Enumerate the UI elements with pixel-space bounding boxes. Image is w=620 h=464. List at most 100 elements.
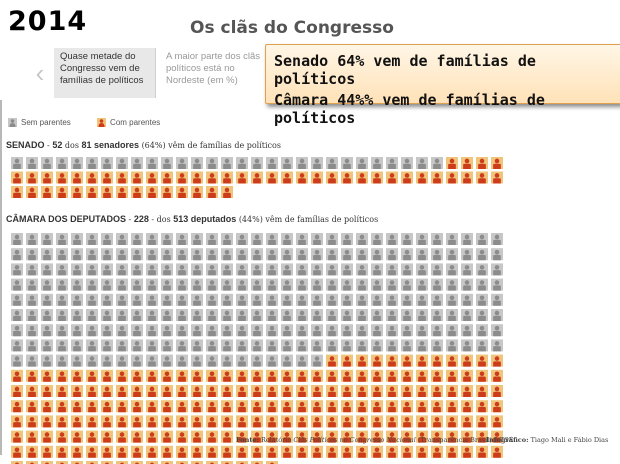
waffle-cell-with-relatives xyxy=(491,400,503,413)
senado-heading: SENADO - 52 dos 81 senadores (64%) vêm d… xyxy=(6,140,281,150)
waffle-cell-with-relatives xyxy=(296,385,308,397)
waffle-cell-without-relatives xyxy=(431,293,443,306)
waffle-cell-without-relatives xyxy=(71,354,83,367)
waffle-cell-without-relatives xyxy=(446,309,458,321)
waffle-cell-without-relatives xyxy=(71,293,83,306)
waffle-cell-with-relatives xyxy=(341,171,353,184)
waffle-cell-without-relatives xyxy=(341,263,353,276)
carousel-card-next[interactable]: A maior parte dos clãs políticos está no… xyxy=(166,51,260,86)
waffle-cell-without-relatives xyxy=(251,278,263,291)
waffle-cell-with-relatives xyxy=(191,171,203,184)
waffle-cell-with-relatives xyxy=(101,385,113,397)
waffle-cell-without-relatives xyxy=(401,233,413,245)
waffle-cell-with-relatives xyxy=(401,445,413,458)
waffle-cell-with-relatives xyxy=(431,171,443,184)
waffle-cell-without-relatives xyxy=(56,309,68,321)
waffle-cell-with-relatives xyxy=(266,400,278,413)
legend: Sem parentes Com parentes xyxy=(8,118,184,129)
waffle-cell-without-relatives xyxy=(86,233,98,245)
carousel-card-active[interactable]: Quase metade do Congresso vem de família… xyxy=(54,48,156,98)
waffle-cell-without-relatives xyxy=(296,309,308,321)
waffle-cell-with-relatives xyxy=(41,400,53,413)
person-gray-icon xyxy=(8,118,17,127)
waffle-cell-without-relatives xyxy=(431,263,443,276)
waffle-cell-with-relatives xyxy=(86,430,98,443)
waffle-cell-without-relatives xyxy=(281,278,293,291)
waffle-cell-with-relatives xyxy=(491,369,503,382)
waffle-cell-with-relatives xyxy=(416,445,428,458)
waffle-cell-with-relatives xyxy=(236,171,248,184)
waffle-cell-without-relatives xyxy=(206,324,218,337)
waffle-cell-with-relatives xyxy=(491,354,503,367)
waffle-cell-with-relatives xyxy=(416,400,428,413)
waffle-cell-without-relatives xyxy=(116,309,128,321)
waffle-cell-with-relatives xyxy=(446,445,458,458)
prev-arrow-icon[interactable]: ‹ xyxy=(35,57,45,88)
callout-senado: Senado 64% vem de famílias de políticos xyxy=(274,52,536,88)
waffle-cell-without-relatives xyxy=(431,157,443,169)
waffle-cell-with-relatives xyxy=(491,157,503,169)
waffle-cell-with-relatives xyxy=(206,171,218,184)
waffle-cell-with-relatives xyxy=(386,400,398,413)
waffle-cell-with-relatives xyxy=(446,354,458,367)
waffle-cell-with-relatives xyxy=(221,445,233,458)
camara-mid: dos xyxy=(156,215,171,224)
waffle-cell-with-relatives xyxy=(461,415,473,428)
waffle-cell-with-relatives xyxy=(191,186,203,198)
waffle-cell-with-relatives xyxy=(41,445,53,458)
waffle-cell-with-relatives xyxy=(356,354,368,367)
waffle-cell-without-relatives xyxy=(56,293,68,306)
waffle-cell-without-relatives xyxy=(416,233,428,245)
waffle-cell-with-relatives xyxy=(71,445,83,458)
waffle-cell-without-relatives xyxy=(131,293,143,306)
waffle-cell-with-relatives xyxy=(371,415,383,428)
waffle-cell-without-relatives xyxy=(146,278,158,291)
waffle-cell-without-relatives xyxy=(56,263,68,276)
waffle-cell-with-relatives xyxy=(116,171,128,184)
waffle-cell-with-relatives xyxy=(311,369,323,382)
waffle-cell-without-relatives xyxy=(251,157,263,169)
waffle-cell-with-relatives xyxy=(431,400,443,413)
waffle-cell-with-relatives xyxy=(56,369,68,382)
waffle-cell-without-relatives xyxy=(191,157,203,169)
waffle-cell-without-relatives xyxy=(326,278,338,291)
waffle-cell-with-relatives xyxy=(176,186,188,198)
waffle-cell-with-relatives xyxy=(326,415,338,428)
waffle-cell-with-relatives xyxy=(281,415,293,428)
waffle-cell-without-relatives xyxy=(431,339,443,352)
waffle-cell-without-relatives xyxy=(191,233,203,245)
waffle-cell-without-relatives xyxy=(386,324,398,337)
waffle-cell-with-relatives xyxy=(341,415,353,428)
waffle-cell-without-relatives xyxy=(461,233,473,245)
waffle-cell-with-relatives xyxy=(401,430,413,443)
waffle-cell-without-relatives xyxy=(386,233,398,245)
waffle-cell-without-relatives xyxy=(416,263,428,276)
waffle-cell-without-relatives xyxy=(311,354,323,367)
waffle-cell-with-relatives xyxy=(311,400,323,413)
waffle-cell-without-relatives xyxy=(401,339,413,352)
waffle-cell-with-relatives xyxy=(206,369,218,382)
waffle-cell-without-relatives xyxy=(326,233,338,245)
waffle-cell-with-relatives xyxy=(341,354,353,367)
waffle-cell-without-relatives xyxy=(41,157,53,169)
waffle-cell-with-relatives xyxy=(476,445,488,458)
waffle-cell-without-relatives xyxy=(326,324,338,337)
waffle-cell-with-relatives xyxy=(71,430,83,443)
waffle-cell-with-relatives xyxy=(101,400,113,413)
waffle-cell-without-relatives xyxy=(416,309,428,321)
waffle-cell-without-relatives xyxy=(11,263,23,276)
waffle-cell-without-relatives xyxy=(71,324,83,337)
waffle-cell-with-relatives xyxy=(266,171,278,184)
waffle-cell-without-relatives xyxy=(341,278,353,291)
waffle-cell-without-relatives xyxy=(311,339,323,352)
senado-pct: (64%) vêm de famílias de políticos xyxy=(141,141,281,150)
waffle-cell-without-relatives xyxy=(296,263,308,276)
waffle-cell-without-relatives xyxy=(296,248,308,261)
waffle-cell-without-relatives xyxy=(251,354,263,367)
waffle-cell-with-relatives xyxy=(431,415,443,428)
waffle-cell-with-relatives xyxy=(476,354,488,367)
waffle-cell-without-relatives xyxy=(386,309,398,321)
waffle-cell-without-relatives xyxy=(431,309,443,321)
waffle-cell-with-relatives xyxy=(161,430,173,443)
waffle-cell-with-relatives xyxy=(131,445,143,458)
